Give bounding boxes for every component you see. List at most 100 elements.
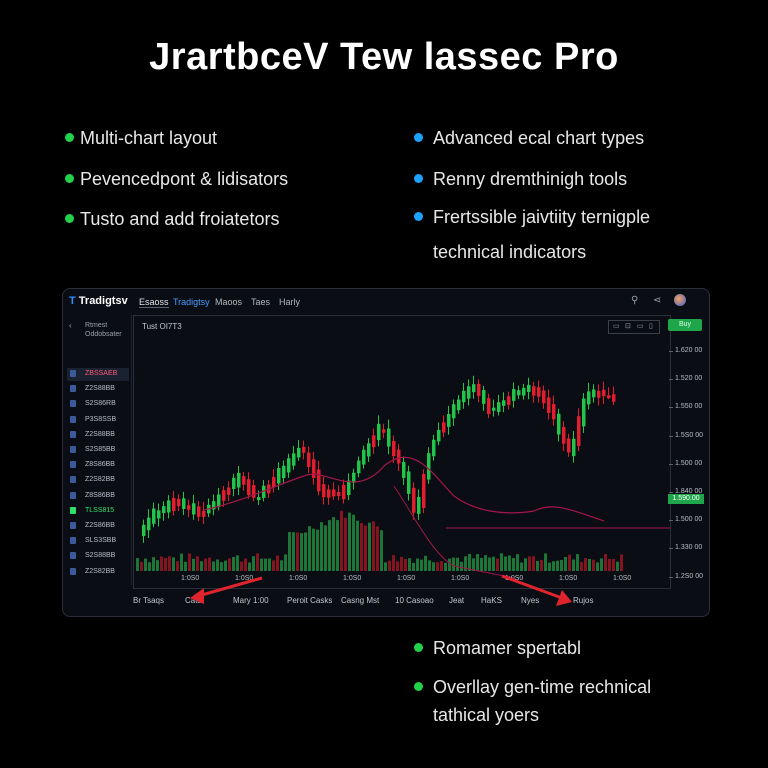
chart-tools[interactable]: ▭ ⊡ ▭ ▯ [608, 320, 660, 334]
watchlist-item[interactable]: P3S8SSB [67, 414, 129, 427]
tool-rect-icon[interactable]: ▭ [637, 323, 644, 330]
candlestick-chart[interactable] [134, 316, 670, 588]
bottom-toolbar-item[interactable]: 10 Casoao [395, 596, 434, 605]
tab-tradigtsy[interactable]: Tradigtsy [173, 297, 210, 307]
time-axis-tick: 1:0S0 [397, 575, 416, 582]
avatar[interactable] [674, 294, 686, 306]
watchlist-item[interactable]: Z2S88BB [67, 429, 129, 442]
back-icon[interactable]: ‹ [69, 321, 72, 330]
watchlist-item[interactable]: Z2S86BB [67, 520, 129, 533]
volume-bar [276, 555, 279, 571]
tab-harly[interactable]: Harly [279, 297, 301, 307]
candle-body [357, 460, 361, 474]
candle-body [592, 389, 596, 398]
candle-body [242, 476, 246, 485]
candle-body [417, 496, 421, 514]
share-icon[interactable]: ⋖ [653, 295, 662, 306]
volume-bar [332, 517, 335, 571]
search-icon[interactable]: ⚲ [631, 295, 639, 306]
volume-bar [524, 558, 527, 571]
volume-bar [156, 560, 159, 571]
volume-bar [492, 556, 495, 571]
tool-frame-icon[interactable]: ⊡ [625, 323, 631, 330]
volume-bar [520, 562, 523, 571]
watchlist-item[interactable]: SLS3SBB [67, 535, 129, 548]
tool-rect-icon[interactable]: ▭ [613, 323, 620, 330]
watchlist-item[interactable]: Z2S82BB [67, 474, 129, 487]
bottom-toolbar-item[interactable]: Peroit Casks [287, 596, 333, 605]
volume-bar [268, 558, 271, 571]
volume-bar [240, 561, 243, 571]
candle-body [562, 426, 566, 444]
time-axis-tick: 1:0S0 [289, 575, 308, 582]
feature-item: Advanced ecal chart types [433, 128, 645, 148]
candle-body [142, 524, 146, 537]
candle-body [542, 390, 546, 404]
watchlist-item[interactable]: S2S88BB [67, 550, 129, 563]
watchlist-item[interactable]: S2S86RB [67, 398, 129, 411]
volume-bar [420, 559, 423, 571]
bottom-toolbar-item[interactable]: Jeat [449, 596, 465, 605]
watchlist-item[interactable]: Z8S86BB [67, 490, 129, 503]
bullet-blue-icon [414, 174, 423, 183]
bottom-toolbar-item[interactable]: Casng Mst [341, 596, 380, 605]
bottom-toolbar-item[interactable]: Nyes [521, 596, 540, 605]
watchlist-item[interactable]: Z2S88BB [67, 383, 129, 396]
volume-bar [436, 562, 439, 571]
candle-body [287, 458, 291, 473]
tab-taes[interactable]: Taes [251, 297, 271, 307]
candle-body [372, 435, 376, 448]
candle-body [427, 453, 431, 480]
tool-bar-icon[interactable]: ▯ [649, 323, 653, 330]
volume-bar [540, 559, 543, 571]
candle-body [377, 423, 381, 441]
watchlist-item[interactable]: ZBSSAEB [67, 368, 129, 381]
bottom-toolbar-item[interactable]: Br Tsaqs [133, 596, 164, 605]
feature-item: Pevencedpont & lidisators [80, 169, 289, 189]
symbol-icon [70, 370, 76, 377]
watchlist-item[interactable]: TLSS815 [67, 505, 129, 518]
volume-bar [228, 558, 231, 571]
feature-item: technical indicators [433, 242, 587, 262]
volume-bar [148, 562, 151, 571]
volume-bar [356, 520, 359, 571]
logo-text: Tradigtsv [78, 295, 128, 307]
candle-body [147, 517, 151, 531]
tab-esaoss[interactable]: Esaoss [139, 297, 169, 308]
bottom-toolbar-item[interactable]: Rujos [573, 596, 594, 605]
watchlist-item[interactable]: Z8S86BB [67, 459, 129, 472]
volume-bar [404, 558, 407, 571]
candle-body [157, 510, 161, 519]
page-title: JrartbceV Tew lassec Pro [149, 36, 619, 78]
volume-bar [592, 559, 595, 571]
platform-logo[interactable]: T Tradigtsv [69, 295, 128, 307]
bottom-toolbar-item[interactable]: HaKS [481, 596, 502, 605]
candle-body [437, 429, 441, 442]
volume-bar [264, 558, 267, 571]
volume-bar [216, 559, 219, 571]
bullet-green-icon [65, 133, 74, 142]
candle-body [527, 384, 531, 392]
volume-bar [608, 558, 611, 571]
volume-bar [204, 558, 207, 571]
volume-bar [500, 553, 503, 571]
time-axis-tick: 1:0S0 [343, 575, 362, 582]
candle-body [402, 461, 406, 478]
volume-bar [384, 562, 387, 571]
bullet-green-icon [65, 174, 74, 183]
watchlist-item[interactable]: Z2S82BB [67, 566, 129, 579]
candle-body [202, 510, 206, 517]
candle-body [487, 398, 491, 415]
bottom-toolbar-item[interactable]: Cats [185, 596, 202, 605]
chart-symbol-label: Tust OI7T3 [142, 322, 182, 331]
volume-bar [532, 556, 535, 571]
bottom-toolbar-item[interactable]: Mary 1:00 [233, 596, 269, 605]
buy-button[interactable]: Buy [668, 319, 702, 331]
candle-body [407, 471, 411, 494]
watchlist-item-label: SLS3SBB [85, 537, 117, 545]
tab-maoos[interactable]: Maoos [215, 297, 243, 307]
chart-area[interactable]: Tust OI7T3 ▭ ⊡ ▭ ▯ [133, 315, 671, 589]
candle-body [362, 449, 366, 465]
volume-bar [140, 561, 143, 571]
watchlist-item[interactable]: S2S85BB [67, 444, 129, 457]
